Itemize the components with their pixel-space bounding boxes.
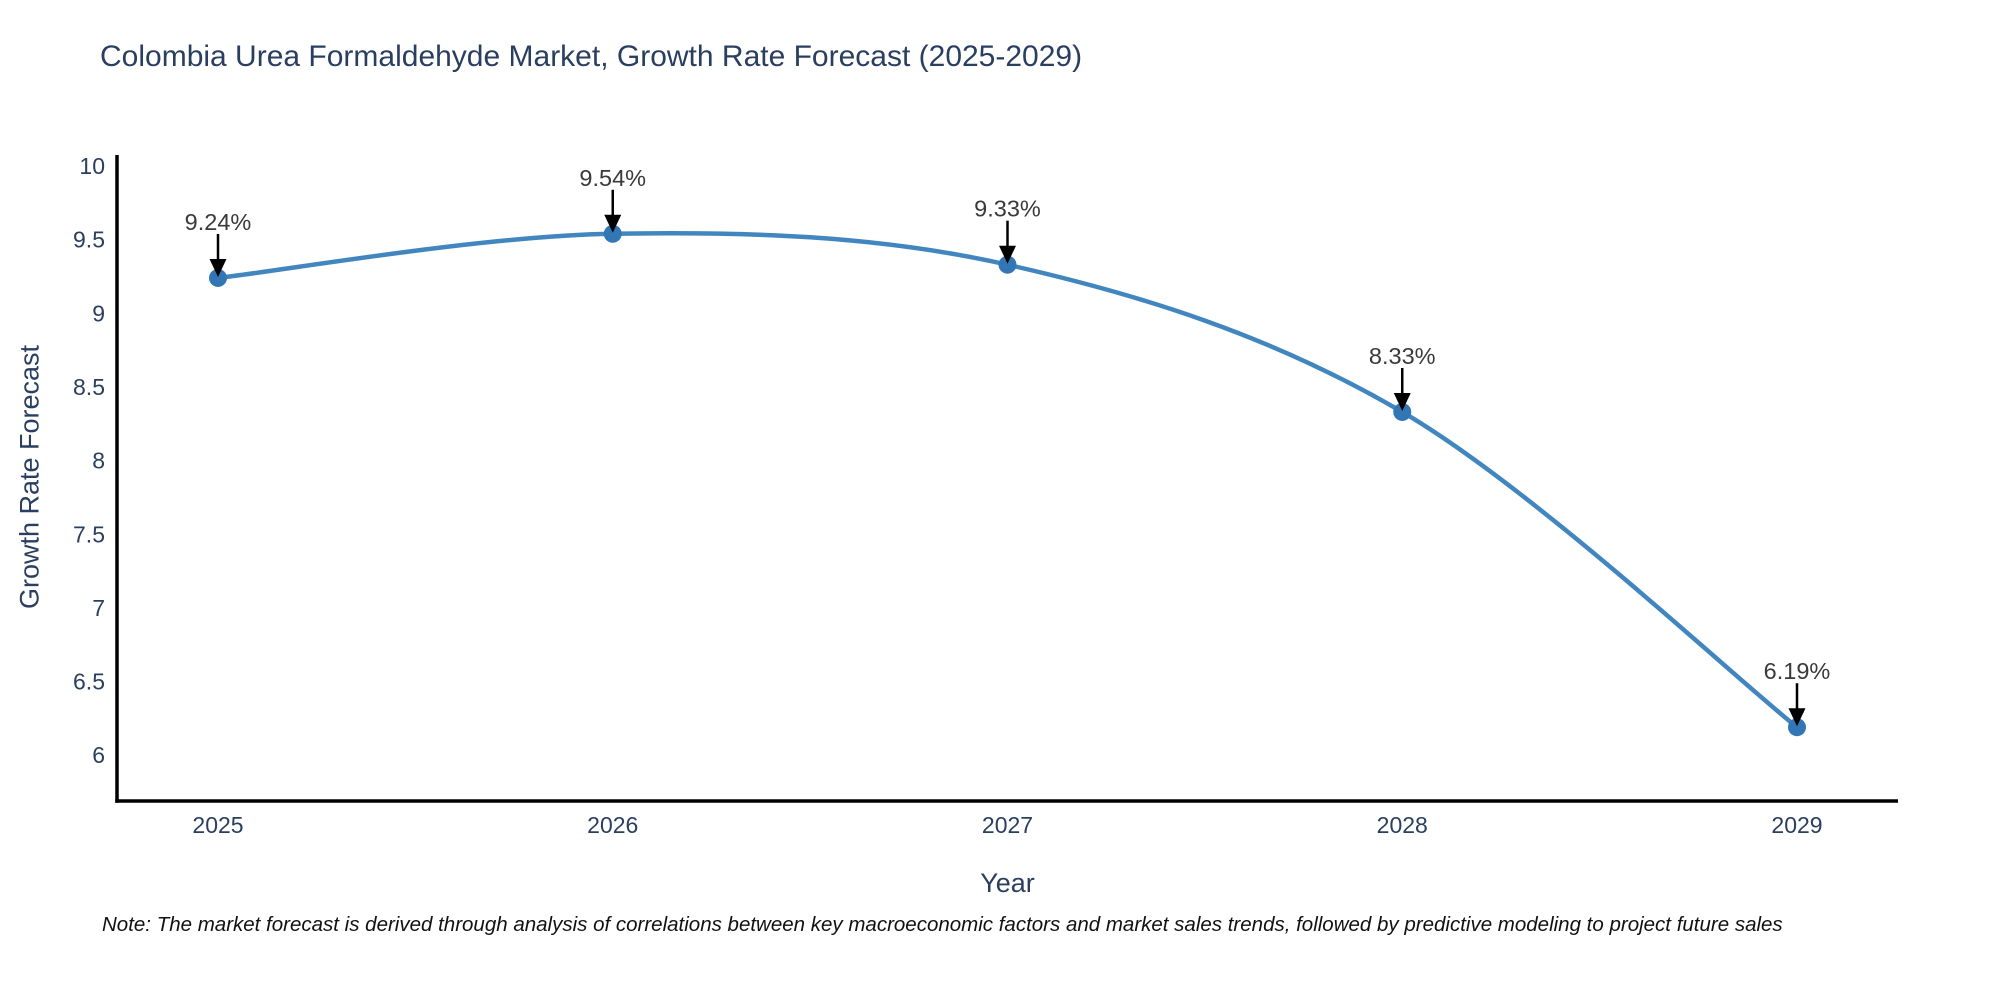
y-axis-title: Growth Rate Forecast xyxy=(14,344,45,610)
y-tick-label-9: 9 xyxy=(92,300,105,326)
annotation-arrowhead-2025 xyxy=(209,258,227,277)
chart-title: Colombia Urea Formaldehyde Market, Growt… xyxy=(100,40,1083,73)
annotation-label-2028: 8.33% xyxy=(1369,343,1436,369)
y-tick-label-7: 7 xyxy=(92,595,105,621)
y-tick-label-9.5: 9.5 xyxy=(73,227,105,253)
annotation-arrowhead-2028 xyxy=(1393,392,1411,411)
y-tick-label-8.5: 8.5 xyxy=(73,374,105,400)
data-point-marker-2029 xyxy=(1788,718,1806,737)
x-tick-label-2025: 2025 xyxy=(192,812,243,838)
annotation-label-2026: 9.54% xyxy=(579,165,646,191)
x-tick-label-2028: 2028 xyxy=(1377,812,1428,838)
annotation-arrowhead-2029 xyxy=(1788,708,1806,727)
annotation-arrowhead-2026 xyxy=(604,214,622,233)
y-tick-label-10: 10 xyxy=(79,153,105,179)
forecast-spline-line xyxy=(217,230,1799,729)
x-tick-label-2026: 2026 xyxy=(587,812,638,838)
annotation-label-2025: 9.24% xyxy=(185,209,252,235)
data-point-marker-2025 xyxy=(209,268,227,287)
annotation-label-2029: 6.19% xyxy=(1764,658,1831,684)
y-tick-label-6: 6 xyxy=(92,742,105,768)
y-tick-label-7.5: 7.5 xyxy=(73,521,105,547)
annotation-arrowhead-2027 xyxy=(999,245,1016,264)
x-tick-label-2027: 2027 xyxy=(982,812,1033,838)
y-tick-label-8: 8 xyxy=(92,448,105,474)
data-point-marker-2026 xyxy=(603,224,622,243)
annotation-label-2027: 9.33% xyxy=(974,196,1041,222)
data-point-marker-2028 xyxy=(1393,402,1412,421)
y-tick-label-6.5: 6.5 xyxy=(73,669,105,695)
data-point-marker-2027 xyxy=(998,255,1017,274)
x-axis-title: Year xyxy=(980,868,1035,898)
x-tick-label-2029: 2029 xyxy=(1771,812,1822,838)
chart-footnote: Note: The market forecast is derived thr… xyxy=(102,913,1783,936)
